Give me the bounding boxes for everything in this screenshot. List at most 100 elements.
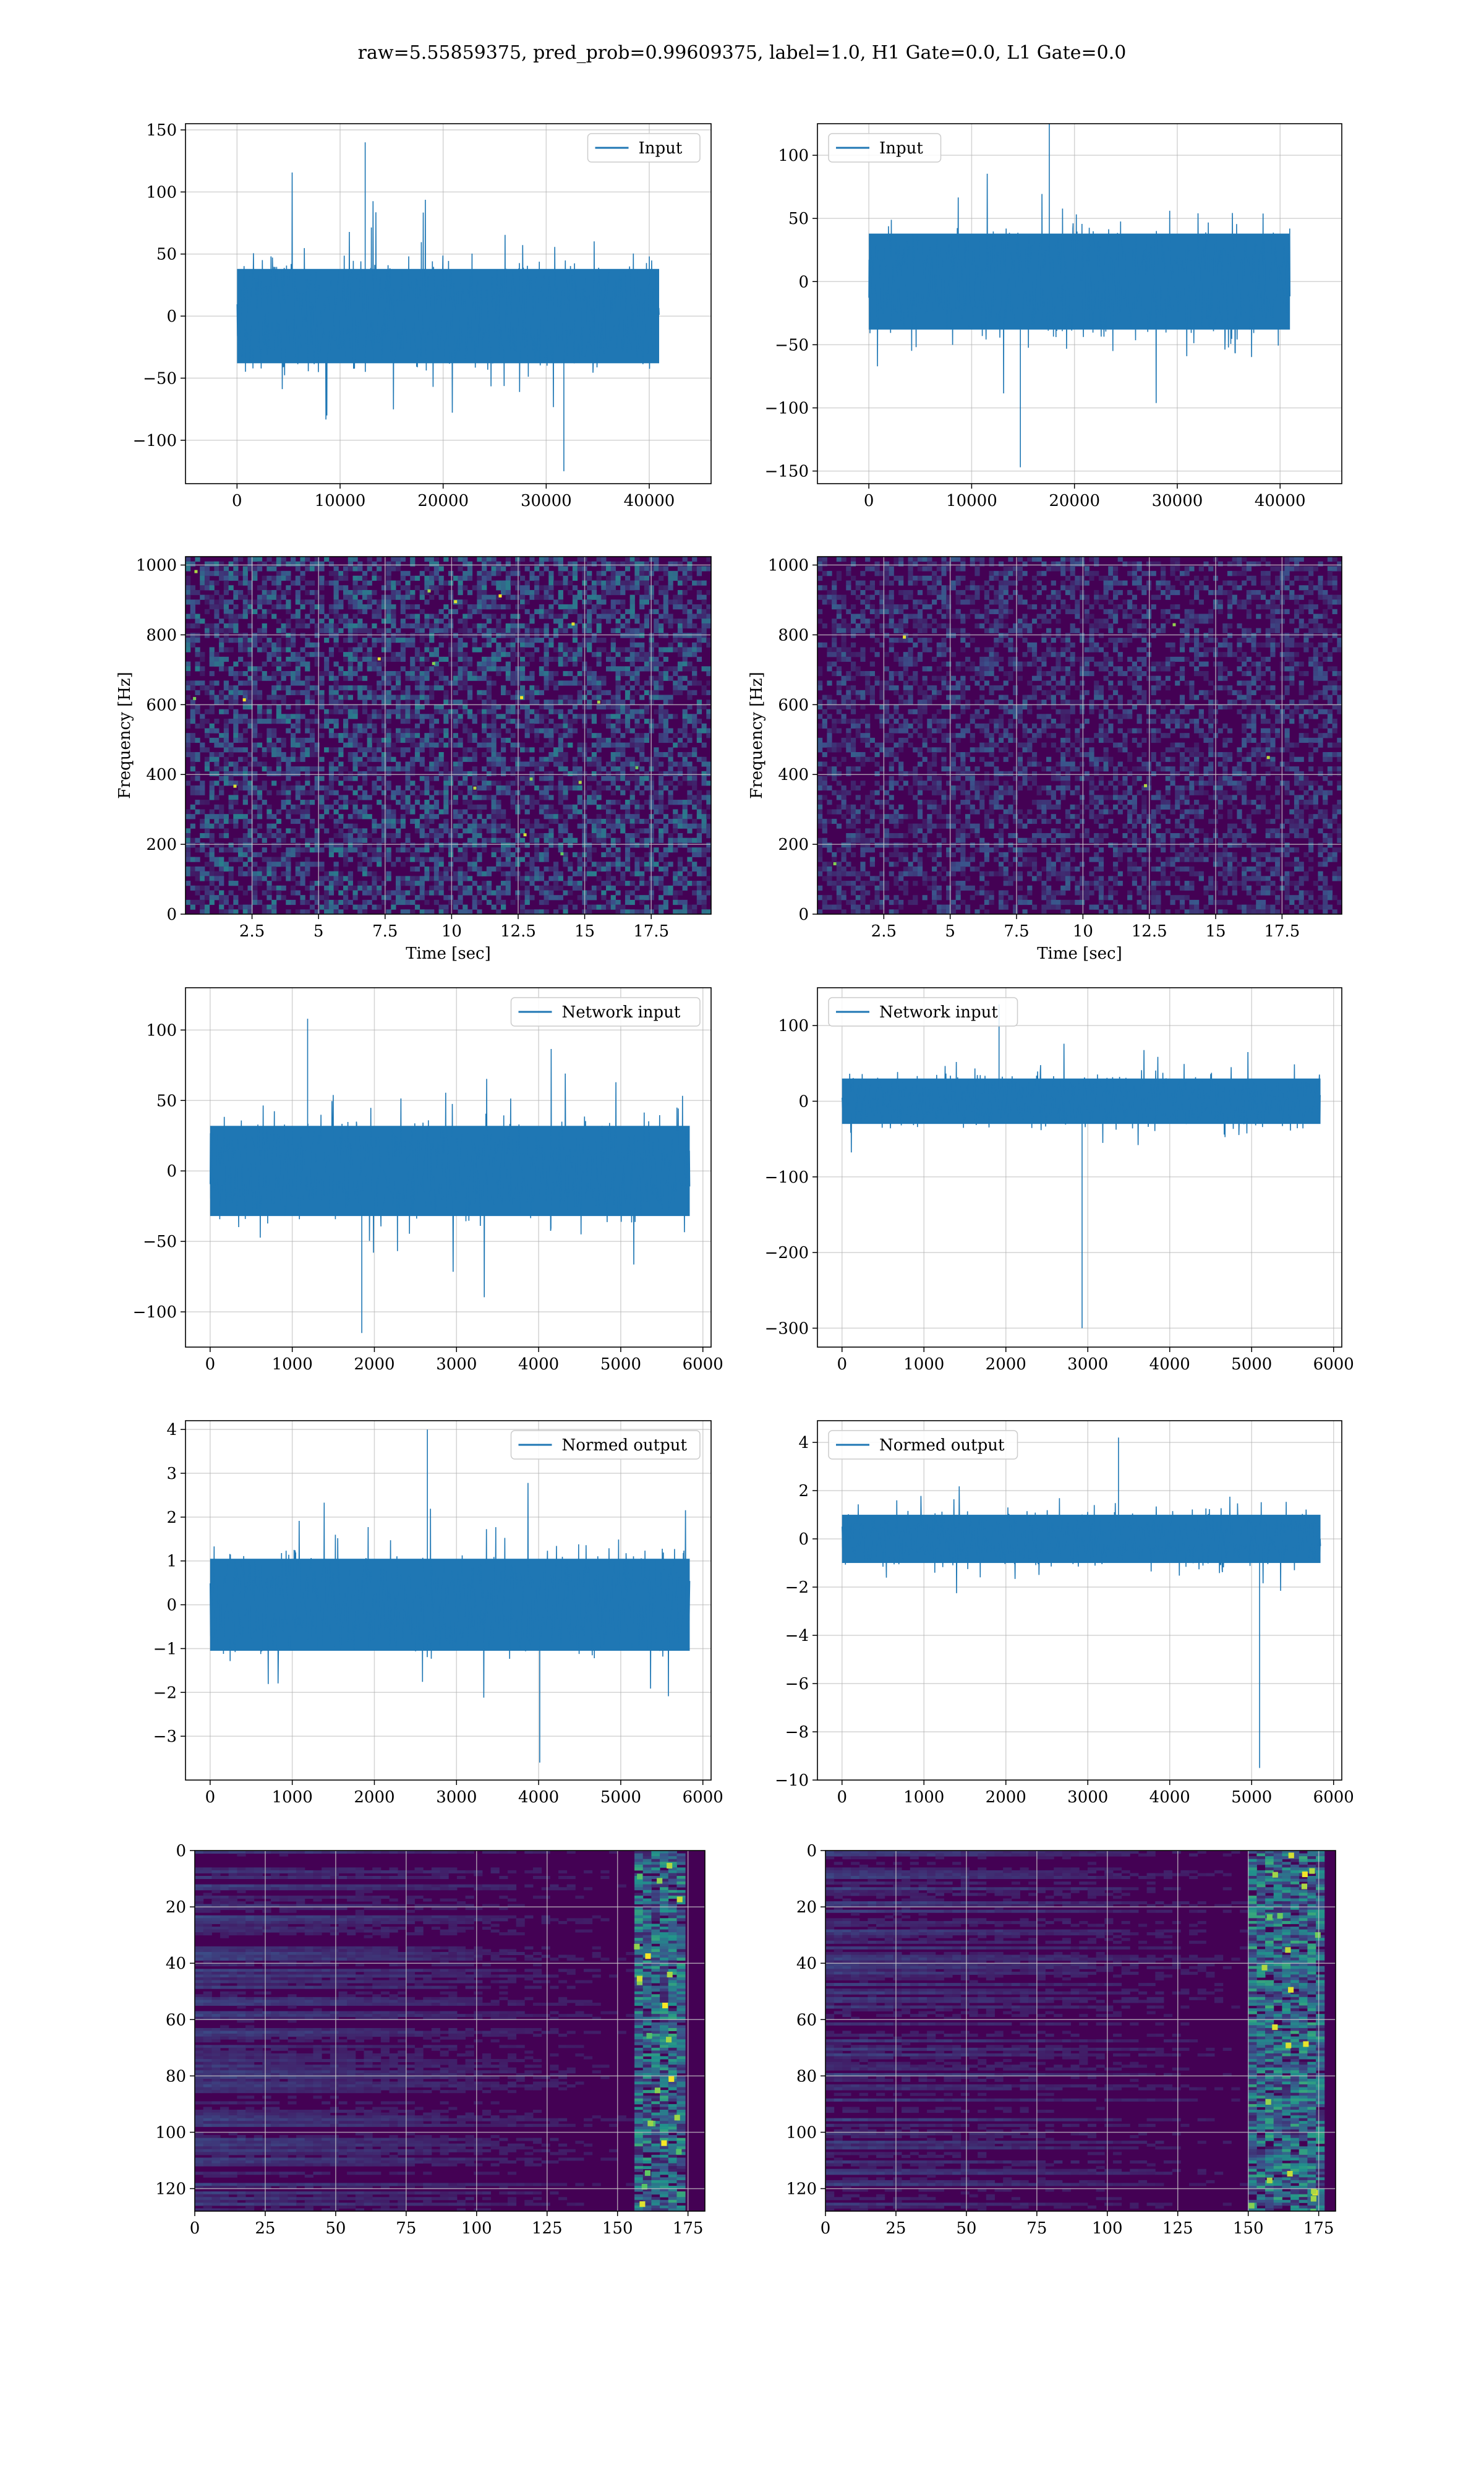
axes-frame xyxy=(194,1850,706,2212)
figure-title: raw=5.55859375, pred_prob=0.99609375, la… xyxy=(357,42,1127,64)
x-tick-label: 50 xyxy=(325,2219,346,2238)
y-tick-label: 0 xyxy=(176,1842,186,1860)
legend-label: Normed output xyxy=(879,1436,1005,1455)
x-tick-label: 1000 xyxy=(903,1355,944,1374)
y-tick-label: 50 xyxy=(156,246,177,264)
x-tick-label: 3000 xyxy=(436,1355,477,1374)
y-tick-label: −3 xyxy=(153,1727,177,1746)
axes-frame xyxy=(817,556,1342,915)
legend: Input xyxy=(587,133,701,163)
chart-r4-left: 0 1000 2000 3000 4000 5000 6000 −3 −2 −1 0 1 2 3 4 Norm… xyxy=(153,1420,723,1807)
y-tick-label: 0 xyxy=(166,905,177,924)
y-tick-label: 4 xyxy=(166,1421,177,1439)
y-tick-label: 2 xyxy=(798,1482,809,1500)
axes-frame xyxy=(817,987,1342,1348)
x-tick-label: 12.5 xyxy=(1132,922,1167,941)
x-tick-label: 5000 xyxy=(1231,1788,1272,1807)
y-tick-label: 4 xyxy=(798,1434,809,1452)
x-tick-label: 75 xyxy=(1026,2219,1047,2238)
x-tick-label: 175 xyxy=(1303,2219,1334,2238)
y-tick-label: 60 xyxy=(796,2011,817,2029)
x-tick-label: 20000 xyxy=(1049,492,1100,510)
y-axis-label: Frequency [Hz] xyxy=(116,672,134,799)
y-tick-label: 0 xyxy=(798,1530,809,1549)
y-axis-label: Frequency [Hz] xyxy=(748,672,766,799)
x-tick-label: 6000 xyxy=(1313,1355,1354,1374)
y-tick-label: −1 xyxy=(153,1640,177,1658)
x-tick-label: 2.5 xyxy=(871,922,897,941)
chart-r2-right: 2.5 5 7.5 10 12.5 15 17.5 0 200 400 600 800 1000 Time… xyxy=(748,556,1342,963)
y-tick-label: −200 xyxy=(765,1244,809,1262)
y-tick-label: 600 xyxy=(146,696,177,714)
axes-frame xyxy=(825,1850,1336,2212)
legend-label: Network input xyxy=(879,1003,998,1022)
x-tick-label: 1000 xyxy=(272,1788,313,1807)
x-tick-label: 3000 xyxy=(1067,1355,1108,1374)
y-tick-label: 0 xyxy=(166,307,177,326)
x-tick-label: 4000 xyxy=(1149,1788,1190,1807)
x-tick-label: 0 xyxy=(205,1788,216,1807)
x-tick-label: 10 xyxy=(441,922,462,941)
x-tick-label: 125 xyxy=(532,2219,563,2238)
x-tick-label: 150 xyxy=(602,2219,633,2238)
x-tick-label: 40000 xyxy=(624,492,675,510)
x-tick-label: 75 xyxy=(396,2219,416,2238)
x-tick-label: 2000 xyxy=(354,1788,394,1807)
axes-frame xyxy=(817,1420,1342,1781)
y-tick-label: 2 xyxy=(166,1509,177,1527)
heatmap-cells xyxy=(825,1851,1325,2211)
y-tick-label: 800 xyxy=(778,626,809,644)
y-tick-label: 80 xyxy=(796,2067,817,2086)
y-tick-label: 50 xyxy=(156,1092,177,1110)
y-tick-label: −100 xyxy=(765,399,809,417)
x-tick-label: 0 xyxy=(205,1355,216,1374)
y-tick-label: 100 xyxy=(778,1017,809,1035)
x-tick-label: 17.5 xyxy=(633,922,669,941)
y-tick-label: 120 xyxy=(786,2180,817,2199)
y-tick-label: −8 xyxy=(785,1723,809,1742)
x-tick-label: 15 xyxy=(574,922,595,941)
x-tick-label: 0 xyxy=(821,2219,831,2238)
y-tick-label: −6 xyxy=(785,1675,809,1693)
chart-r2-left: 2.5 5 7.5 10 12.5 15 17.5 0 200 400 600 800 1000 Time… xyxy=(116,556,712,963)
chart-r1-right: 0 10000 20000 30000 40000 −150 −100 −50 0 50 100 In… xyxy=(765,123,1342,510)
y-tick-label: 0 xyxy=(798,1092,809,1111)
x-tick-label: 40000 xyxy=(1255,492,1306,510)
x-tick-label: 50 xyxy=(956,2219,976,2238)
x-tick-label: 17.5 xyxy=(1264,922,1300,941)
legend-label: Network input xyxy=(562,1003,681,1022)
x-tick-label: 6000 xyxy=(683,1788,723,1807)
x-tick-label: 0 xyxy=(837,1355,847,1374)
y-tick-label: 100 xyxy=(786,2123,817,2142)
x-tick-label: 10000 xyxy=(315,492,366,510)
y-tick-label: 40 xyxy=(166,1954,186,1973)
y-tick-label: 200 xyxy=(146,836,177,854)
y-tick-label: 20 xyxy=(796,1898,817,1917)
y-tick-label: −100 xyxy=(765,1168,809,1187)
y-tick-label: −50 xyxy=(143,369,177,388)
y-tick-label: −50 xyxy=(775,336,809,354)
y-tick-label: 1 xyxy=(166,1552,177,1571)
y-tick-label: −10 xyxy=(775,1771,809,1790)
plot-background xyxy=(817,1421,1342,1780)
y-tick-label: −150 xyxy=(765,463,809,481)
series-line xyxy=(210,1019,691,1333)
y-tick-label: 20 xyxy=(166,1898,186,1917)
x-tick-label: 10 xyxy=(1073,922,1093,941)
x-tick-label: 4000 xyxy=(518,1355,559,1374)
axes-frame xyxy=(185,556,712,915)
legend: Normed output xyxy=(510,1430,701,1460)
x-tick-label: 100 xyxy=(461,2219,492,2238)
x-tick-label: 150 xyxy=(1233,2219,1264,2238)
x-tick-label: 10000 xyxy=(946,492,997,510)
x-tick-label: 0 xyxy=(864,492,874,510)
chart-r3-right: 0 1000 2000 3000 4000 5000 6000 −300 −200 −100 0 10… xyxy=(765,987,1354,1374)
y-tick-label: 100 xyxy=(155,2123,186,2142)
y-tick-label: 0 xyxy=(798,273,809,291)
axes-frame xyxy=(185,123,712,484)
chart-r5-right: 0 25 50 75 100 125 150 175 0 20 40 60 80 100 120 xyxy=(786,1842,1336,2238)
y-tick-label: 0 xyxy=(798,905,809,924)
y-tick-label: −2 xyxy=(785,1578,809,1597)
x-tick-label: 7.5 xyxy=(1004,922,1029,941)
y-tick-label: 60 xyxy=(166,2011,186,2029)
